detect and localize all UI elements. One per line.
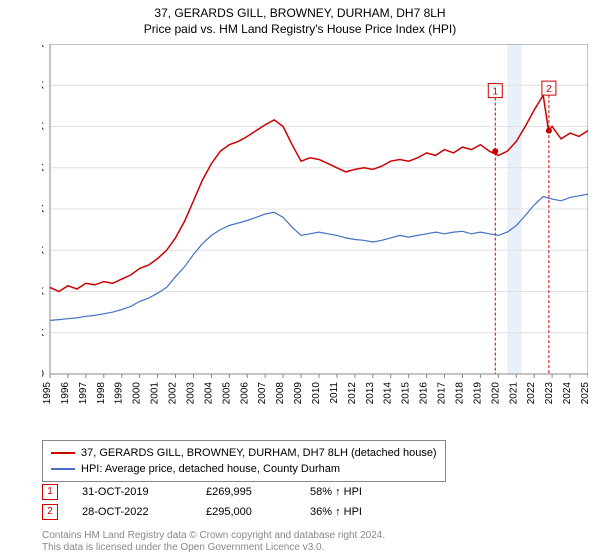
svg-text:2005: 2005 xyxy=(221,382,232,405)
legend-row-hpi: HPI: Average price, detached house, Coun… xyxy=(51,461,437,477)
svg-text:£100K: £100K xyxy=(42,287,44,298)
svg-text:£300K: £300K xyxy=(42,122,44,133)
svg-text:2009: 2009 xyxy=(293,382,304,405)
sale-marker-1: 1 xyxy=(42,484,58,500)
sale-rows: 1 31-OCT-2019 £269,995 58% ↑ HPI 2 28-OC… xyxy=(42,482,410,522)
svg-text:£200K: £200K xyxy=(42,204,44,215)
sale-date-2: 28-OCT-2022 xyxy=(82,502,182,522)
svg-text:£250K: £250K xyxy=(42,163,44,174)
svg-text:£400K: £400K xyxy=(42,44,44,50)
svg-text:2016: 2016 xyxy=(419,382,430,405)
svg-text:£50K: £50K xyxy=(42,328,44,339)
svg-text:2011: 2011 xyxy=(329,382,340,404)
sale-marker-2: 2 xyxy=(42,504,58,520)
legend-swatch-hpi xyxy=(51,468,75,470)
chart-container: 37, GERARDS GILL, BROWNEY, DURHAM, DH7 8… xyxy=(0,0,600,560)
sale-row-2: 2 28-OCT-2022 £295,000 36% ↑ HPI xyxy=(42,502,410,522)
footer-attribution: Contains HM Land Registry data © Crown c… xyxy=(42,530,385,554)
svg-text:2010: 2010 xyxy=(311,382,322,405)
footer-line-1: Contains HM Land Registry data © Crown c… xyxy=(42,530,385,542)
svg-text:2023: 2023 xyxy=(544,382,555,405)
svg-text:£150K: £150K xyxy=(42,245,44,256)
svg-text:2: 2 xyxy=(546,84,552,95)
footer-line-2: This data is licensed under the Open Gov… xyxy=(42,542,385,554)
svg-text:2007: 2007 xyxy=(257,382,268,405)
svg-text:2013: 2013 xyxy=(365,382,376,405)
svg-text:1: 1 xyxy=(493,87,499,98)
sale-price-1: £269,995 xyxy=(206,482,286,502)
sale-delta-2: 36% ↑ HPI xyxy=(310,502,410,522)
svg-text:2021: 2021 xyxy=(508,382,519,405)
legend-label-property: 37, GERARDS GILL, BROWNEY, DURHAM, DH7 8… xyxy=(81,445,437,461)
svg-text:£350K: £350K xyxy=(42,80,44,91)
svg-text:2008: 2008 xyxy=(275,382,286,405)
legend-row-property: 37, GERARDS GILL, BROWNEY, DURHAM, DH7 8… xyxy=(51,445,437,461)
title-block: 37, GERARDS GILL, BROWNEY, DURHAM, DH7 8… xyxy=(0,0,600,36)
svg-text:2025: 2025 xyxy=(580,382,588,405)
svg-text:2001: 2001 xyxy=(150,382,161,405)
svg-text:1999: 1999 xyxy=(114,382,125,405)
chart-svg: £0 £50K £100K £150K £200K £250K £300K £350K £400… xyxy=(42,44,588,440)
sale-row-1: 1 31-OCT-2019 £269,995 58% ↑ HPI xyxy=(42,482,410,502)
svg-text:2012: 2012 xyxy=(347,382,358,405)
legend-label-hpi: HPI: Average price, detached house, Coun… xyxy=(81,461,340,477)
chart-area: £0 £50K £100K £150K £200K £250K £300K £350K £400… xyxy=(42,44,588,394)
svg-text:1998: 1998 xyxy=(96,382,107,405)
svg-text:2015: 2015 xyxy=(401,382,412,405)
svg-text:1996: 1996 xyxy=(60,382,71,405)
svg-text:2019: 2019 xyxy=(472,382,483,405)
svg-text:2017: 2017 xyxy=(437,382,448,405)
svg-text:2024: 2024 xyxy=(562,382,573,405)
svg-text:1995: 1995 xyxy=(42,382,53,405)
svg-text:2004: 2004 xyxy=(203,382,214,405)
svg-text:2020: 2020 xyxy=(490,382,501,405)
sale-date-1: 31-OCT-2019 xyxy=(82,482,182,502)
legend-box: 37, GERARDS GILL, BROWNEY, DURHAM, DH7 8… xyxy=(42,440,446,482)
svg-text:£0: £0 xyxy=(42,369,44,380)
svg-text:2006: 2006 xyxy=(239,382,250,405)
chart-title-subtitle: Price paid vs. HM Land Registry's House … xyxy=(0,22,600,36)
chart-title-address: 37, GERARDS GILL, BROWNEY, DURHAM, DH7 8… xyxy=(0,6,600,20)
svg-text:2003: 2003 xyxy=(185,382,196,405)
sale-price-2: £295,000 xyxy=(206,502,286,522)
sale-delta-1: 58% ↑ HPI xyxy=(310,482,410,502)
svg-text:2002: 2002 xyxy=(168,382,179,405)
svg-text:2018: 2018 xyxy=(454,382,465,405)
svg-text:1997: 1997 xyxy=(78,382,89,405)
svg-text:2014: 2014 xyxy=(383,382,394,405)
svg-text:2022: 2022 xyxy=(526,382,537,405)
svg-text:2000: 2000 xyxy=(132,382,143,405)
legend-swatch-property xyxy=(51,452,75,454)
